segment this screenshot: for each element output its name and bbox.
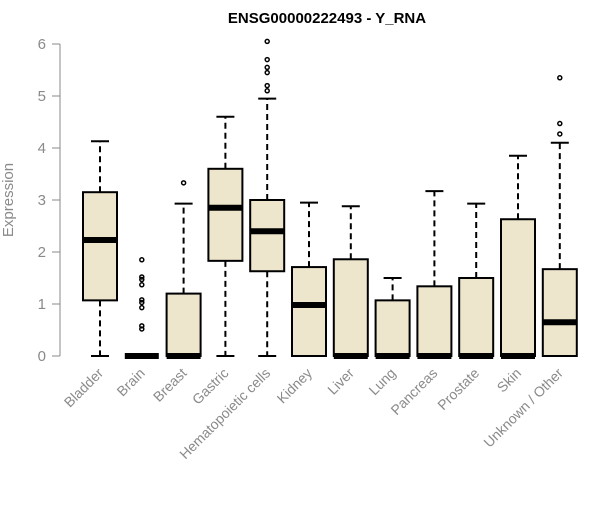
box-body [374, 299, 411, 357]
y-tick-label: 3 [38, 192, 46, 209]
outlier-point [557, 75, 563, 81]
x-tick-label: Bladder [61, 365, 107, 411]
box-kidney [291, 201, 327, 357]
box-body [541, 268, 578, 357]
box-body [249, 199, 286, 273]
outlier-point [264, 56, 270, 63]
y-tick-label: 4 [38, 140, 46, 157]
box-body [291, 266, 327, 357]
outlier-point [264, 64, 270, 71]
y-tick-label: 0 [38, 348, 46, 365]
box-hematopoietic-cells [249, 38, 286, 357]
y-tick-label: 6 [38, 36, 46, 53]
x-tick-label: Skin [494, 365, 525, 396]
box-prostate [458, 202, 495, 359]
outlier-point [139, 297, 145, 303]
x-tick-label: Lung [365, 365, 398, 398]
outlier-point [139, 274, 145, 280]
x-tick-label: Prostate [434, 365, 482, 413]
x-tick-label: Brain [113, 365, 147, 399]
y-tick-label: 2 [38, 244, 46, 261]
outlier-point [264, 88, 270, 94]
box-skin [500, 154, 536, 359]
box-liver [332, 205, 369, 359]
y-axis-ticks: 0 1 2 3 4 5 6 [38, 36, 60, 365]
box-body [416, 285, 453, 358]
box-unknown-other [541, 75, 578, 357]
box-body [82, 191, 118, 302]
outlier-point [139, 299, 145, 306]
outlier-point [139, 304, 145, 311]
x-tick-label: Unknown / Other [480, 365, 566, 451]
y-tick-label: 5 [38, 88, 46, 105]
outlier-point [139, 323, 145, 329]
box-lung [374, 277, 411, 359]
box-body [165, 292, 202, 358]
box-bladder [82, 140, 118, 357]
chart-title: ENSG00000222493 - Y_RNA [228, 10, 426, 27]
box-body [207, 167, 244, 262]
outlier-point [139, 326, 145, 332]
y-axis-label: Expression [0, 163, 17, 237]
box-body [332, 258, 369, 357]
box-pancreas [416, 190, 453, 359]
x-tick-label: Liver [324, 365, 357, 398]
outlier-point [139, 276, 145, 283]
outlier-point [139, 257, 145, 263]
box-gastric [207, 115, 244, 357]
box-brain [124, 257, 159, 359]
box-series [82, 38, 578, 359]
x-tick-label: Kidney [274, 365, 316, 407]
outlier-point [264, 82, 270, 89]
box-breast [165, 180, 202, 359]
y-tick-label: 1 [38, 296, 46, 313]
box-body [500, 218, 536, 357]
x-tick-label: Breast [150, 365, 190, 405]
outlier-point [264, 69, 270, 76]
box-body [458, 277, 495, 357]
outlier-point [557, 131, 563, 137]
outlier-point [557, 120, 563, 127]
outlier-point [264, 38, 270, 45]
outlier-point [139, 282, 145, 288]
outlier-point [180, 180, 187, 186]
